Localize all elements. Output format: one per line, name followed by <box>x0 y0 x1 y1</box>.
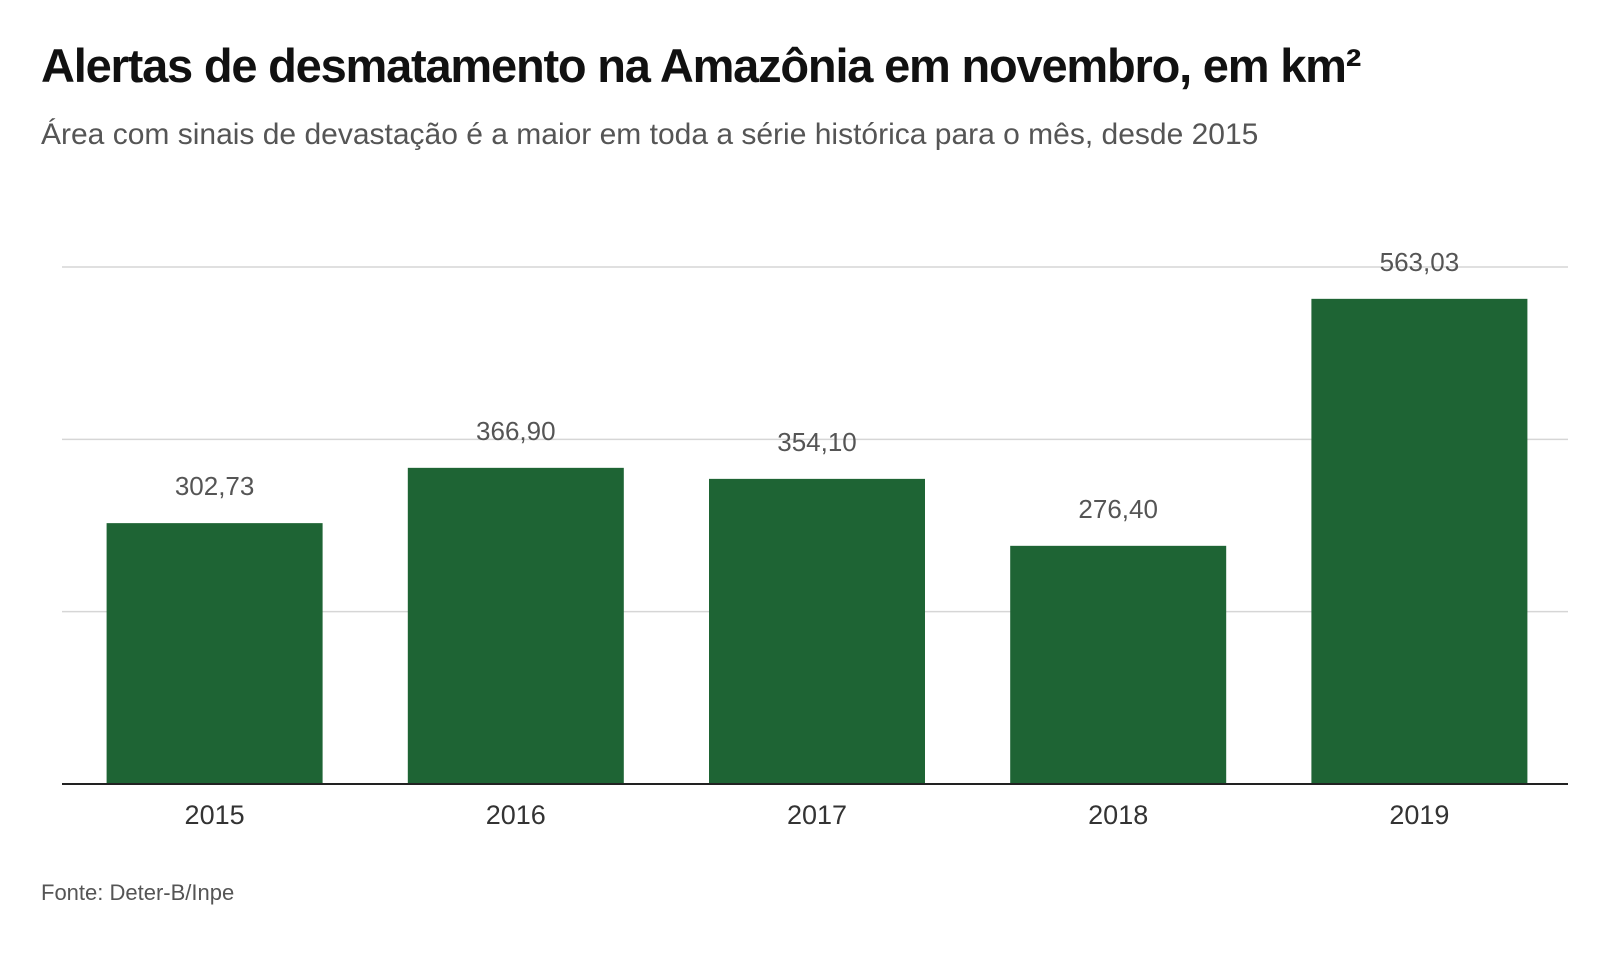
value-label-2017: 354,10 <box>777 427 857 457</box>
bar-2016 <box>407 467 624 784</box>
value-label-2018: 276,40 <box>1078 494 1158 524</box>
chart-subtitle: Área com sinais de devastação é a maior … <box>41 118 1259 151</box>
value-label-2015: 302,73 <box>175 471 255 501</box>
bars <box>106 298 1528 784</box>
x-tick-labels: 2015 2016 2017 2018 2019 <box>185 800 1450 830</box>
x-tick-2017: 2017 <box>787 800 847 830</box>
x-tick-2019: 2019 <box>1389 800 1449 830</box>
x-tick-2016: 2016 <box>486 800 546 830</box>
value-label-2016: 366,90 <box>476 416 556 446</box>
value-label-2019: 563,03 <box>1380 247 1460 277</box>
source-note: Fonte: Deter-B/Inpe <box>41 880 235 905</box>
bar-2015 <box>106 523 323 784</box>
bar-2017 <box>709 478 925 784</box>
value-labels: 302,73 366,90 354,10 276,40 563,03 <box>175 247 1459 524</box>
x-tick-2018: 2018 <box>1088 800 1148 830</box>
bar-2019 <box>1311 298 1528 784</box>
x-tick-2015: 2015 <box>185 800 245 830</box>
bar-2018 <box>1010 545 1227 784</box>
chart-title: Alertas de desmatamento na Amazônia em n… <box>41 39 1361 92</box>
